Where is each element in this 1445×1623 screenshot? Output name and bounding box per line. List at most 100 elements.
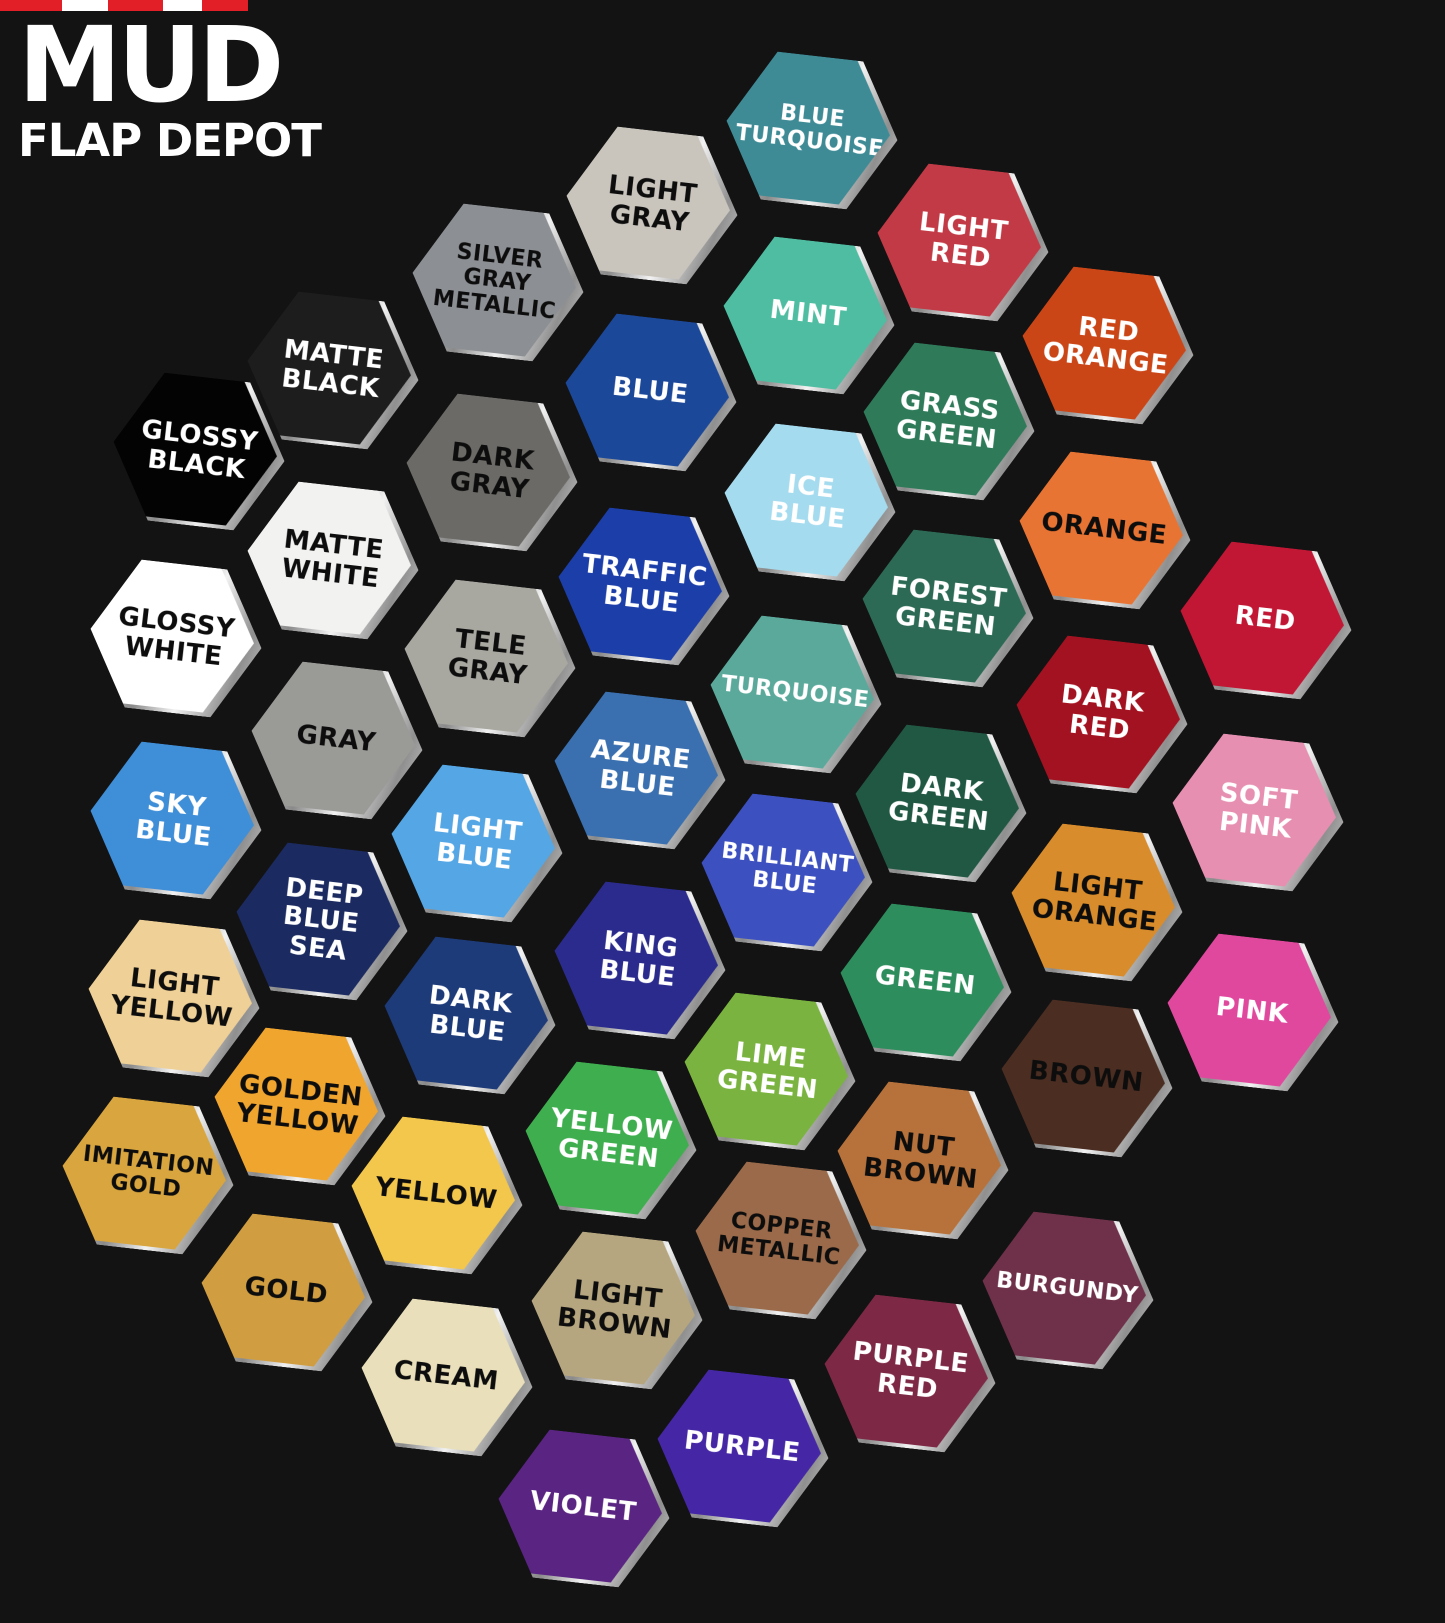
hex-tile-matte-white[interactable]: MATTE WHITE: [239, 476, 427, 644]
logo: MUD FLAP DEPOT: [18, 4, 322, 162]
hex-face-soft-pink: SOFT PINK: [1157, 723, 1345, 891]
hex-label-forest-green: FOREST GREEN: [888, 570, 1009, 642]
hex-label-purple: PURPLE: [682, 1425, 802, 1469]
checkered-stripe: [0, 0, 248, 11]
hex-tile-brown[interactable]: BROWN: [993, 994, 1181, 1162]
hex-label-dark-green: DARK GREEN: [886, 767, 991, 837]
hex-tile-red[interactable]: RED: [1172, 536, 1360, 704]
hex-face-orange: ORANGE: [1004, 441, 1192, 609]
hex-label-brilliant-blue: BRILLIANT BLUE: [720, 838, 856, 899]
hex-label-light-yellow: LIGHT YELLOW: [108, 962, 235, 1033]
hex-tile-forest-green[interactable]: FOREST GREEN: [854, 524, 1042, 692]
hex-tile-ice-blue[interactable]: ICE BLUE: [716, 418, 904, 586]
hex-tile-imitation-gold[interactable]: IMITATION GOLD: [54, 1091, 242, 1259]
hex-label-nut-brown: NUT BROWN: [861, 1125, 980, 1195]
hex-tile-dark-gray[interactable]: DARK GRAY: [398, 388, 586, 556]
hex-tile-dark-green[interactable]: DARK GREEN: [847, 719, 1035, 887]
hex-tile-blue-turquoise[interactable]: BLUE TURQUOISE: [718, 46, 906, 214]
hex-tile-yellow[interactable]: YELLOW: [343, 1111, 531, 1279]
hex-label-deep-blue-sea: DEEP BLUE SEA: [281, 871, 365, 967]
hex-tile-brilliant-blue[interactable]: BRILLIANT BLUE: [693, 788, 881, 956]
hex-label-yellow: YELLOW: [373, 1171, 499, 1216]
hex-tile-lime-green[interactable]: LIME GREEN: [676, 987, 864, 1155]
hex-face-forest-green: FOREST GREEN: [847, 519, 1035, 687]
stripe-segment-2: [108, 0, 163, 11]
hex-face-dark-green: DARK GREEN: [840, 714, 1028, 882]
hex-label-dark-gray: DARK GRAY: [448, 436, 537, 505]
hex-face-light-yellow: LIGHT YELLOW: [73, 909, 261, 1077]
hex-face-blue-turquoise: BLUE TURQUOISE: [711, 41, 899, 209]
hex-tile-sky-blue[interactable]: SKY BLUE: [82, 736, 270, 904]
hex-tile-cream[interactable]: CREAM: [353, 1293, 541, 1461]
hex-tile-deep-blue-sea[interactable]: DEEP BLUE SEA: [228, 837, 416, 1005]
hex-tile-golden-yellow[interactable]: GOLDEN YELLOW: [206, 1022, 394, 1190]
hex-tile-azure-blue[interactable]: AZURE BLUE: [546, 686, 734, 854]
hex-tile-light-red[interactable]: LIGHT RED: [869, 158, 1057, 326]
hex-tile-glossy-white[interactable]: GLOSSY WHITE: [82, 554, 270, 722]
hex-label-soft-pink: SOFT PINK: [1217, 777, 1300, 844]
hex-label-imitation-gold: IMITATION GOLD: [81, 1141, 216, 1202]
hex-face-purple-red: PURPLE RED: [809, 1284, 997, 1452]
hex-tile-yellow-green[interactable]: YELLOW GREEN: [517, 1056, 705, 1224]
hex-tile-purple-red[interactable]: PURPLE RED: [816, 1289, 1004, 1457]
hex-face-dark-blue: DARK BLUE: [369, 926, 557, 1094]
hex-tile-tele-gray[interactable]: TELE GRAY: [396, 574, 584, 742]
hex-tile-red-orange[interactable]: RED ORANGE: [1014, 261, 1202, 429]
hex-tile-orange[interactable]: ORANGE: [1011, 446, 1199, 614]
logo-title: MUD: [18, 4, 284, 126]
hex-tile-traffic-blue[interactable]: TRAFFIC BLUE: [550, 502, 738, 670]
hex-face-purple: PURPLE: [642, 1359, 830, 1527]
hex-tile-gold[interactable]: GOLD: [193, 1208, 381, 1376]
hex-tile-purple[interactable]: PURPLE: [649, 1364, 837, 1532]
hex-label-purple-red: PURPLE RED: [851, 1335, 971, 1405]
hex-label-violet: VIOLET: [528, 1485, 638, 1528]
hex-tile-light-brown[interactable]: LIGHT BROWN: [523, 1226, 711, 1394]
hex-tile-light-gray[interactable]: LIGHT GRAY: [558, 121, 746, 289]
hex-face-traffic-blue: TRAFFIC BLUE: [543, 497, 731, 665]
hex-tile-nut-brown[interactable]: NUT BROWN: [829, 1076, 1017, 1244]
hex-face-sky-blue: SKY BLUE: [75, 731, 263, 899]
hex-tile-dark-red[interactable]: DARK RED: [1008, 630, 1196, 798]
hex-tile-grass-green[interactable]: GRASS GREEN: [855, 337, 1043, 505]
hex-tile-light-blue[interactable]: LIGHT BLUE: [383, 759, 571, 927]
hex-label-silver-gray-metallic: SILVER GRAY METALLIC: [431, 238, 558, 324]
hex-tile-burgundy[interactable]: BURGUNDY: [974, 1206, 1162, 1374]
hex-tile-blue[interactable]: BLUE: [557, 308, 745, 476]
hex-tile-copper-metallic[interactable]: COPPER METALLIC: [687, 1156, 875, 1324]
hex-label-glossy-black: GLOSSY BLACK: [139, 413, 260, 485]
hex-tile-light-orange[interactable]: LIGHT ORANGE: [1003, 818, 1191, 986]
hex-label-light-orange: LIGHT ORANGE: [1030, 866, 1159, 937]
hex-face-turquoise: TURQUOISE: [695, 605, 883, 773]
hex-tile-dark-blue[interactable]: DARK BLUE: [376, 931, 564, 1099]
hex-label-light-blue: LIGHT BLUE: [431, 807, 524, 876]
hex-face-pink: PINK: [1152, 923, 1340, 1091]
hex-label-matte-white: MATTE WHITE: [280, 523, 386, 594]
hex-tile-turquoise[interactable]: TURQUOISE: [702, 610, 890, 778]
hex-face-dark-gray: DARK GRAY: [391, 383, 579, 551]
stripe-segment-0: [0, 0, 62, 11]
hex-label-copper-metallic: COPPER METALLIC: [715, 1208, 842, 1270]
hex-label-light-gray: LIGHT GRAY: [606, 169, 699, 238]
hex-label-tele-gray: TELE GRAY: [446, 623, 529, 691]
hex-face-ice-blue: ICE BLUE: [709, 413, 897, 581]
hex-tile-violet[interactable]: VIOLET: [490, 1424, 678, 1592]
hex-tile-pink[interactable]: PINK: [1159, 928, 1347, 1096]
hex-tile-king-blue[interactable]: KING BLUE: [546, 876, 734, 1044]
hex-face-brown: BROWN: [986, 989, 1174, 1157]
hex-label-blue-turquoise: BLUE TURQUOISE: [734, 100, 886, 162]
hex-face-light-brown: LIGHT BROWN: [516, 1221, 704, 1389]
hex-tile-light-yellow[interactable]: LIGHT YELLOW: [80, 914, 268, 1082]
hex-face-glossy-black: GLOSSY BLACK: [98, 362, 286, 530]
hex-tile-mint[interactable]: MINT: [715, 231, 903, 399]
hex-face-glossy-white: GLOSSY WHITE: [75, 549, 263, 717]
hex-label-light-red: LIGHT RED: [917, 206, 1010, 274]
hex-tile-green[interactable]: GREEN: [832, 898, 1020, 1066]
hex-face-yellow-green: YELLOW GREEN: [510, 1051, 698, 1219]
hex-face-azure-blue: AZURE BLUE: [539, 681, 727, 849]
hex-label-azure-blue: AZURE BLUE: [589, 733, 693, 803]
hex-tile-gray[interactable]: GRAY: [243, 656, 431, 824]
hex-tile-soft-pink[interactable]: SOFT PINK: [1164, 728, 1352, 896]
hex-face-silver-gray-metallic: SILVER GRAY METALLIC: [397, 193, 585, 361]
hex-tile-silver-gray-metallic[interactable]: SILVER GRAY METALLIC: [404, 198, 592, 366]
